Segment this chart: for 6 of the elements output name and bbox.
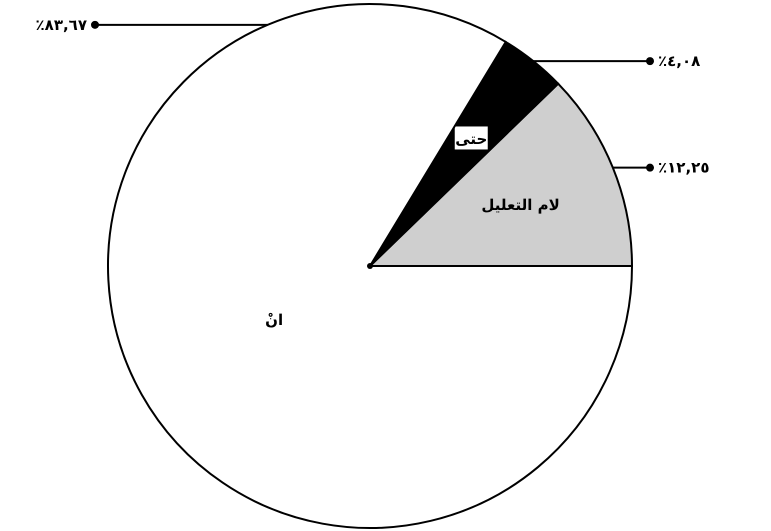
slice-label: انْ: [265, 311, 284, 330]
slice-label: لام التعليل: [481, 196, 560, 214]
data-label: ٪٨٣,٦٧: [36, 16, 87, 34]
data-label: ٪١٢,٢٥: [658, 158, 710, 177]
data-label: ٪٤,٠٨: [658, 52, 700, 70]
slice-label: حتى: [455, 130, 488, 148]
